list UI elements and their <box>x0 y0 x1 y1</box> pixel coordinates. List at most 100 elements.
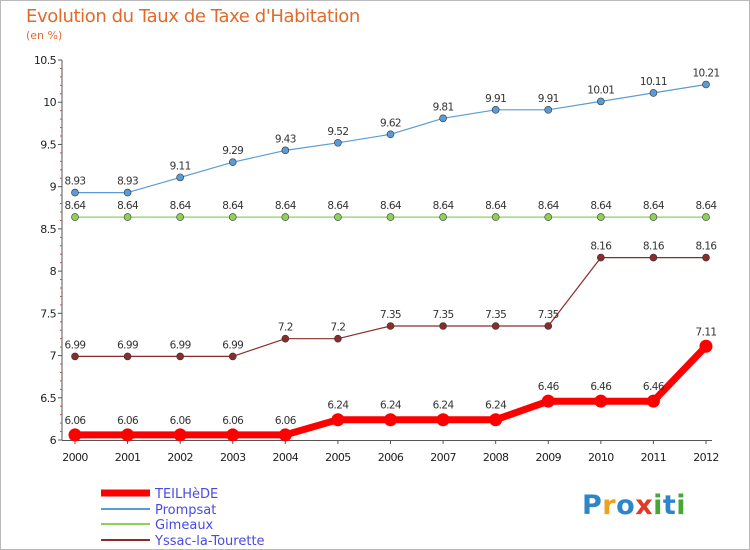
data-label: 8.93 <box>117 176 138 188</box>
data-point <box>597 97 605 106</box>
data-point <box>544 213 553 221</box>
data-label: 7.11 <box>696 326 717 338</box>
data-label: 6.99 <box>65 339 86 351</box>
data-point <box>68 428 82 442</box>
data-label: 8.64 <box>433 200 455 212</box>
data-label: 8.64 <box>380 200 402 212</box>
data-label: 6.99 <box>170 339 191 351</box>
data-point <box>649 253 658 262</box>
y-tick-label: 10 <box>43 96 56 109</box>
axes: 6 6.5 7 7.5 8 8.5 9 9.5 10 10.5 2000 2001 2002 2003 20… <box>34 54 719 464</box>
data-point <box>226 428 240 442</box>
data-point <box>544 106 553 114</box>
logo-letter: t <box>662 490 677 521</box>
data-label: 10.01 <box>587 84 614 96</box>
data-label: 6.46 <box>538 381 560 393</box>
data-point <box>544 322 553 330</box>
y-tick-label: 10.5 <box>34 54 57 67</box>
data-label: 6.99 <box>222 339 243 351</box>
data-point <box>702 253 710 262</box>
data-point <box>228 213 237 221</box>
data-labels: 6.06 6.06 6.06 6.06 6.06 6.24 6.24 6.24 6.24 6.46… <box>65 67 721 427</box>
data-point <box>71 352 79 361</box>
legend-label: Gimeaux <box>155 518 214 533</box>
data-point <box>597 213 605 221</box>
data-point <box>699 339 713 353</box>
data-label: 9.81 <box>433 101 454 113</box>
data-label: 8.64 <box>590 200 612 212</box>
data-point <box>228 158 237 166</box>
data-label: 6.24 <box>327 400 349 412</box>
data-point <box>71 213 79 221</box>
data-point <box>281 334 290 343</box>
y-tick-label: 9 <box>50 181 57 194</box>
data-point <box>334 138 342 147</box>
y-tick-label: 6.5 <box>40 392 56 405</box>
data-point <box>334 213 342 221</box>
x-tick-label: 2006 <box>378 451 404 464</box>
data-label: 6.06 <box>65 415 87 427</box>
data-label: 7.35 <box>485 309 506 321</box>
data-label: 6.99 <box>117 339 138 351</box>
logo-letter: i <box>653 490 663 521</box>
data-label: 6.24 <box>485 400 507 412</box>
data-point <box>649 213 658 221</box>
data-point <box>281 146 290 155</box>
data-label: 10.21 <box>692 67 719 79</box>
data-label: 8.64 <box>696 200 718 212</box>
data-label: 8.64 <box>170 200 192 212</box>
x-tick-label: 2010 <box>588 451 614 464</box>
data-point <box>491 106 500 114</box>
data-point <box>173 428 187 442</box>
y-tick-label: 8 <box>50 265 57 278</box>
data-label: 7.35 <box>380 309 401 321</box>
logo-letter: x <box>635 490 654 521</box>
data-point <box>491 213 500 221</box>
data-label: 8.93 <box>65 176 86 188</box>
data-point <box>228 352 237 361</box>
data-point <box>281 213 290 221</box>
data-point <box>176 213 184 221</box>
data-point <box>176 173 184 182</box>
y-tick-label: 7 <box>50 350 57 363</box>
data-point <box>331 413 345 427</box>
data-label: 8.64 <box>275 200 297 212</box>
data-label: 6.06 <box>170 415 192 427</box>
data-point <box>491 322 500 330</box>
x-tick-label: 2004 <box>273 451 299 464</box>
x-tick-label: 2011 <box>641 451 667 464</box>
data-label: 7.2 <box>330 322 345 334</box>
logo-letter: r <box>602 490 617 521</box>
x-tick-label: 2002 <box>167 451 193 464</box>
data-label: 9.91 <box>485 93 506 105</box>
data-point <box>386 213 395 221</box>
data-label: 6.46 <box>643 381 665 393</box>
data-point <box>702 213 710 221</box>
data-label: 6.24 <box>433 400 455 412</box>
x-tick-label: 2007 <box>430 451 456 464</box>
x-tick-label: 2008 <box>483 451 509 464</box>
data-label: 9.11 <box>170 160 191 172</box>
y-tick-label: 6 <box>50 434 57 447</box>
y-tick-label: 7.5 <box>40 307 56 320</box>
data-label: 9.91 <box>538 93 559 105</box>
data-point <box>176 352 184 361</box>
x-tick-label: 2012 <box>693 451 719 464</box>
data-point <box>384 413 397 427</box>
x-tick-label: 2000 <box>62 451 88 464</box>
data-label: 8.64 <box>643 200 665 212</box>
chart-title: Evolution du Taux de Taxe d'Habitation <box>26 6 360 27</box>
x-tick-label: 2003 <box>220 451 246 464</box>
legend-label: TEILHèDE <box>154 487 218 502</box>
data-label: 8.16 <box>590 241 612 253</box>
data-label: 10.11 <box>640 76 667 88</box>
series-line <box>75 83 707 194</box>
data-label: 6.06 <box>117 415 139 427</box>
x-tick-label: 2009 <box>535 451 561 464</box>
data-point <box>541 394 555 408</box>
logo-letter: P <box>582 490 603 521</box>
data-label: 9.52 <box>327 126 348 138</box>
x-tick-label: 2005 <box>325 451 351 464</box>
